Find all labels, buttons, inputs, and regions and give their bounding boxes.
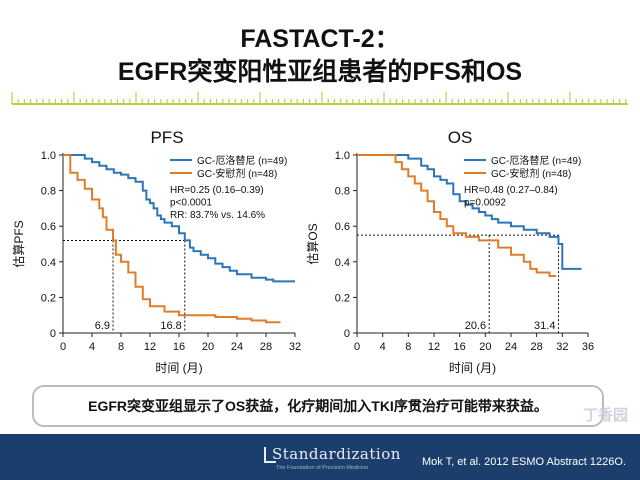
conclusion-text: EGFR突变亚组显示了OS获益，化疗期间加入TKI序贯治疗可能带来获益。	[88, 398, 548, 414]
median-label: 20.6	[465, 320, 486, 332]
y-tick-label: 0.6	[335, 221, 350, 233]
logo-mark-icon	[264, 447, 276, 463]
y-tick-label: 0.2	[41, 292, 56, 304]
x-tick-label: 12	[428, 341, 440, 353]
y-tick-label: 0.8	[41, 186, 56, 198]
x-tick-label: 12	[144, 341, 156, 353]
median-label: 16.8	[160, 320, 181, 332]
y-tick-label: 0.8	[335, 186, 350, 198]
km-curve-placebo	[357, 154, 556, 277]
legend-label: GC-厄洛替尼 (n=49)	[197, 154, 287, 167]
x-tick-label: 20	[202, 341, 214, 353]
stats-text: p=0.0092	[464, 198, 506, 209]
km-curve-placebo	[63, 154, 281, 324]
legend-label: GC-厄洛替尼 (n=49)	[491, 154, 581, 167]
y-tick-label: 0	[344, 328, 350, 340]
x-tick-label: 0	[60, 341, 66, 353]
x-tick-label: 28	[260, 341, 272, 353]
x-tick-label: 0	[354, 341, 360, 353]
x-tick-label: 16	[454, 341, 466, 353]
x-tick-label: 32	[289, 341, 301, 353]
watermark-logo: 丁香园	[582, 407, 628, 424]
standardization-logo: Standardization The Foundation of Precis…	[262, 441, 400, 477]
median-label: 6.9	[95, 320, 110, 332]
y-tick-label: 1.0	[41, 150, 56, 162]
x-axis-label: 时间 (月)	[155, 361, 202, 375]
stats-text: RR: 83.7% vs. 14.6%	[170, 210, 265, 221]
x-tick-label: 24	[505, 341, 517, 353]
chart-title: PFS	[150, 128, 183, 147]
stats-text: p<0.0001	[170, 198, 212, 209]
y-tick-label: 0.6	[41, 221, 56, 233]
slide-title-line1: FASTACT-2：	[240, 25, 400, 53]
y-axis-label: 估算OS	[305, 223, 320, 264]
slide-title-line2: EGFR突变阳性亚组患者的PFS和OS	[117, 58, 523, 86]
y-axis-label: 估算PFS	[11, 220, 26, 267]
x-tick-label: 36	[582, 341, 594, 353]
x-tick-label: 4	[380, 341, 386, 353]
y-tick-label: 0.4	[335, 257, 350, 269]
chart-title: OS	[448, 128, 473, 147]
y-tick-label: 0.2	[335, 292, 350, 304]
x-tick-label: 24	[231, 341, 243, 353]
decorative-ruler	[11, 92, 628, 105]
logo-sub-text: The Foundation of Precision Medicine	[276, 465, 369, 471]
stats-text: HR=0.25 (0.16–0.39)	[170, 185, 264, 196]
y-tick-label: 1.0	[335, 150, 350, 162]
km-curve-erlotinib	[357, 154, 582, 270]
legend-label: GC-安慰剂 (n=48)	[491, 167, 571, 180]
y-tick-label: 0	[50, 328, 56, 340]
x-tick-label: 8	[118, 341, 124, 353]
footer-bar	[0, 434, 640, 480]
legend-label: GC-安慰剂 (n=48)	[197, 167, 277, 180]
x-tick-label: 16	[173, 341, 185, 353]
x-tick-label: 32	[556, 341, 568, 353]
km-charts: PFS 0 0.2 0.4 0.6 0.8 1.0 0 4 8 12 16 20 24 28 32 时间 (月)…	[11, 128, 594, 375]
y-tick-label: 0.4	[41, 257, 56, 269]
conclusion-callout: EGFR突变亚组显示了OS获益，化疗期间加入TKI序贯治疗可能带来获益。	[32, 385, 604, 427]
citation: Mok T, et al. 2012 ESMO Abstract 1226O.	[421, 456, 626, 468]
median-label: 31.4	[534, 320, 555, 332]
x-tick-label: 20	[479, 341, 491, 353]
logo-main-text: Standardization	[272, 445, 401, 463]
km-curve-erlotinib	[63, 154, 295, 283]
stats-text: HR=0.48 (0.27–0.84)	[464, 185, 558, 196]
x-tick-label: 28	[531, 341, 543, 353]
x-tick-label: 4	[89, 341, 95, 353]
x-axis-label: 时间 (月)	[449, 361, 496, 375]
x-tick-label: 8	[405, 341, 411, 353]
